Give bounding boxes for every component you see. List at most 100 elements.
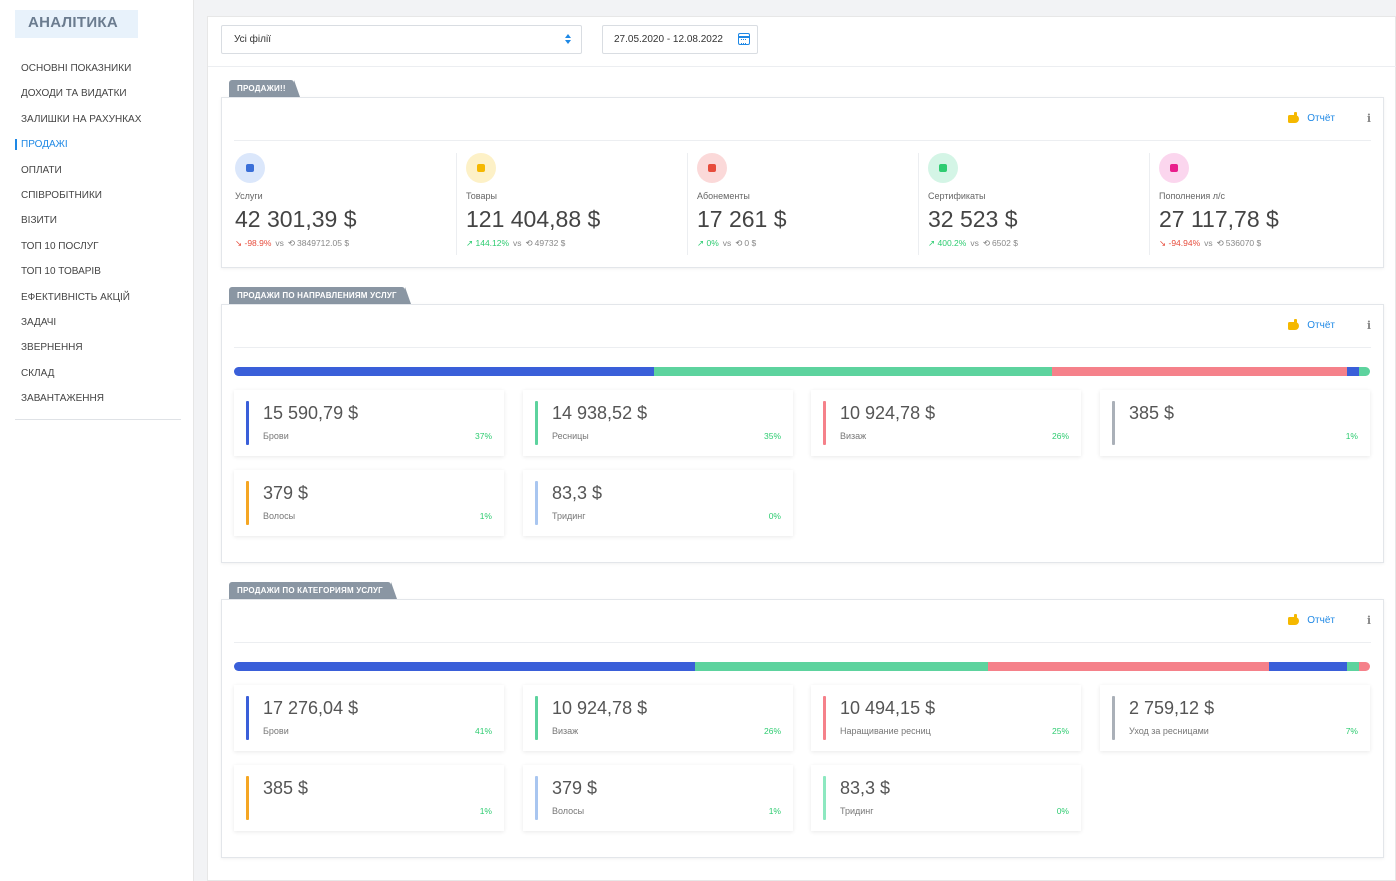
box-icon	[466, 153, 496, 183]
trend-down-icon: ↘	[235, 238, 245, 248]
stat-previous: 6502 $	[991, 238, 1018, 248]
section-tab-categories: ПРОДАЖИ ПО КАТЕГОРИЯМ УСЛУГ	[229, 582, 397, 599]
card-percent: 1%	[479, 511, 492, 521]
trend-down-icon: ↘	[1159, 238, 1169, 248]
stat-label: Услуги	[235, 191, 263, 201]
progress-segment	[654, 367, 1052, 376]
stat-label: Товары	[466, 191, 497, 201]
report-label: Отчёт	[1307, 320, 1335, 331]
stat-value: 27 117,78 $	[1159, 206, 1279, 232]
vs-label: vs	[513, 238, 522, 248]
sidebar-item[interactable]: ЗАДАЧІ	[21, 316, 57, 328]
card-percent: 41%	[474, 726, 492, 736]
section-tab-sales: ПРОДАЖИ!!	[229, 80, 300, 97]
stat-comparison: ↗ 144.12% vs ⟲ 49732 $	[466, 238, 565, 249]
card-color-bar	[246, 401, 249, 445]
sidebar-item[interactable]: ОПЛАТИ	[21, 164, 62, 176]
categories-report-link[interactable]: Отчёт	[1288, 613, 1335, 626]
stat-label: Абонементы	[697, 191, 750, 201]
progress-segment	[1347, 367, 1359, 376]
progress-segment	[1347, 662, 1359, 671]
stat-card: 379 $ Волосы 1%	[234, 470, 504, 536]
sales-report-link[interactable]: Отчёт	[1288, 111, 1335, 124]
sidebar-item[interactable]: ВІЗИТИ	[21, 215, 57, 227]
pointing-hand-icon	[1288, 111, 1300, 123]
sidebar-item[interactable]: ТОП 10 ТОВАРІВ	[21, 266, 101, 278]
sidebar-item[interactable]: ЗАВАНТАЖЕННЯ	[21, 393, 104, 405]
panel-header: Отчёт i	[234, 600, 1371, 643]
stat-card: 10 924,78 $ Визаж 26%	[811, 390, 1081, 456]
card-value: 14 938,52 $	[552, 403, 648, 423]
trend-up-icon: ↗	[466, 238, 476, 248]
sidebar-item[interactable]: ПРОДАЖІ	[0, 132, 194, 157]
date-range-input[interactable]: 27.05.2020 - 12.08.2022	[602, 25, 758, 54]
card-label: Уход за ресницами	[1129, 726, 1209, 736]
history-icon: ⟲	[1216, 238, 1224, 248]
card-color-bar	[535, 776, 538, 820]
info-icon[interactable]: i	[1366, 319, 1371, 332]
stat-value: 17 261 $	[697, 206, 787, 232]
branch-select-value: Усі філії	[234, 34, 271, 45]
categories-progress-bar	[234, 662, 1370, 671]
card-color-bar	[823, 776, 826, 820]
stat-previous: 536070 $	[1225, 238, 1262, 248]
report-label: Отчёт	[1307, 113, 1335, 124]
drop-icon	[235, 153, 265, 183]
sidebar-item[interactable]: ЗВЕРНЕННЯ	[21, 342, 83, 354]
directions-report-link[interactable]: Отчёт	[1288, 318, 1335, 331]
sidebar-item[interactable]: ЕФЕКТИВНІСТЬ АКЦІЙ	[21, 291, 130, 303]
progress-segment	[695, 662, 988, 671]
card-icon	[697, 153, 727, 183]
card-label: Тридинг	[840, 806, 874, 816]
stat-change: -94.94%	[1168, 238, 1201, 248]
progress-segment	[1051, 367, 1348, 376]
info-icon[interactable]: i	[1366, 614, 1371, 627]
stat-block: Товары 121 404,88 $ ↗ 144.12% vs ⟲ 49732 $	[466, 153, 676, 255]
card-color-bar	[535, 696, 538, 740]
card-label: Брови	[263, 431, 289, 441]
pointing-hand-icon	[1288, 318, 1300, 330]
sidebar-item[interactable]: ДОХОДИ ТА ВИДАТКИ	[21, 88, 127, 100]
card-percent: 37%	[474, 431, 492, 441]
calendar-icon[interactable]	[738, 33, 750, 45]
card-label: Волосы	[263, 511, 296, 521]
sidebar-item[interactable]: ЗАЛИШКИ НА РАХУНКАХ	[21, 113, 142, 125]
stat-card: 379 $ Волосы 1%	[523, 765, 793, 831]
sidebar-item[interactable]: ТОП 10 ПОСЛУГ	[21, 240, 99, 252]
card-percent: 0%	[768, 511, 781, 521]
card-value: 17 276,04 $	[263, 698, 359, 718]
card-label: Визаж	[840, 431, 867, 441]
gift-icon	[928, 153, 958, 183]
vs-label: vs	[275, 238, 284, 248]
directions-progress-bar	[234, 367, 1370, 376]
stat-card: 83,3 $ Тридинг 0%	[523, 470, 793, 536]
card-label: Ресницы	[552, 431, 589, 441]
progress-segment	[234, 367, 655, 376]
card-value: 379 $	[552, 778, 598, 798]
sidebar-item[interactable]: СПІВРОБІТНИКИ	[21, 189, 102, 201]
card-percent: 26%	[763, 726, 781, 736]
card-percent: 0%	[1056, 806, 1069, 816]
money-bag-icon	[1159, 153, 1189, 183]
card-value: 385 $	[263, 778, 309, 798]
stat-comparison: ↗ 400.2% vs ⟲ 6502 $	[928, 238, 1018, 249]
sidebar-item[interactable]: СКЛАД	[21, 367, 55, 379]
progress-segment	[1358, 662, 1370, 671]
card-label: Наращивание ресниц	[840, 726, 931, 736]
stat-label: Сертификаты	[928, 191, 986, 201]
stat-divider	[456, 153, 457, 255]
stat-value: 121 404,88 $	[466, 206, 601, 232]
history-icon: ⟲	[287, 238, 296, 248]
info-icon[interactable]: i	[1366, 112, 1371, 125]
stat-card: 10 924,78 $ Визаж 26%	[523, 685, 793, 751]
stat-card: 2 759,12 $ Уход за ресницами 7%	[1100, 685, 1370, 751]
card-color-bar	[246, 481, 249, 525]
branch-select[interactable]: Усі філії	[221, 25, 582, 54]
stat-divider	[687, 153, 688, 255]
sales-panel: Отчёт i Услуги 42 301,39 $ ↘ -98.9% vs ⟲ 3849…	[221, 97, 1384, 268]
card-color-bar	[823, 696, 826, 740]
sidebar-divider	[15, 419, 181, 420]
main-content: Усі філії 27.05.2020 - 12.08.2022 ПРОДАЖ…	[207, 16, 1396, 881]
card-value: 10 924,78 $	[552, 698, 648, 718]
sidebar-item[interactable]: ОСНОВНІ ПОКАЗНИКИ	[21, 63, 132, 74]
